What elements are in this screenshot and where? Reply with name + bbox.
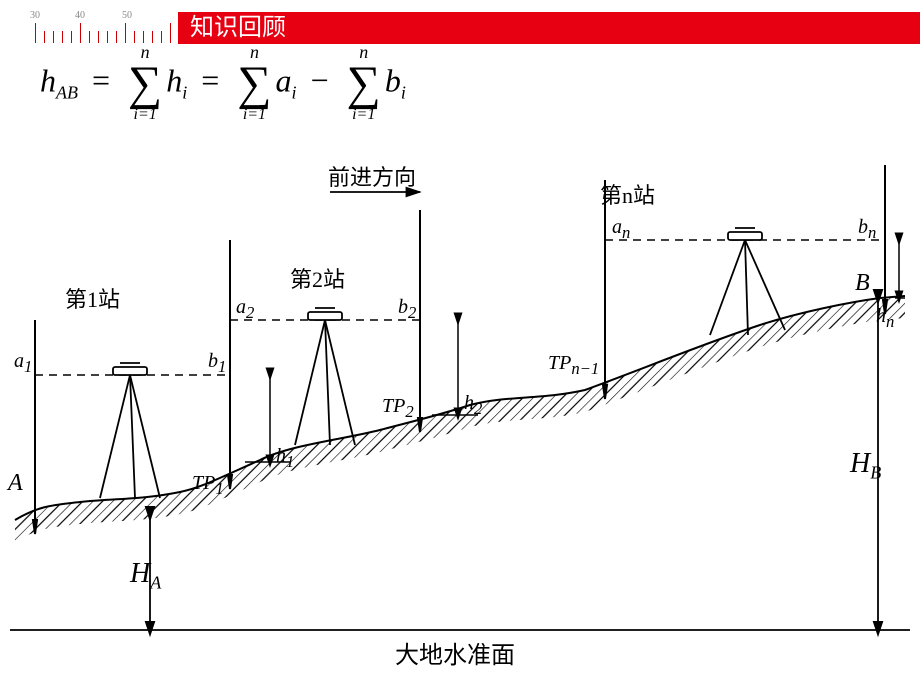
ground-hatch: [15, 296, 905, 542]
direction-label: 前进方向: [328, 160, 416, 192]
sight-lines: [35, 240, 885, 375]
tpn1-label: TPn−1: [548, 352, 599, 379]
tp1-label: TP1: [192, 472, 224, 499]
point-B: B: [855, 270, 870, 297]
a2-label: a2: [236, 296, 254, 323]
point-A: A: [8, 470, 23, 497]
station-1-label: 第1站: [65, 282, 120, 314]
level-station-1: [100, 363, 160, 498]
level-station-n: [710, 228, 785, 335]
station-n-label: 第n站: [600, 178, 655, 210]
station-2-label: 第2站: [290, 262, 345, 294]
datum-label: 大地水准面: [395, 635, 515, 670]
h1-label: h1: [276, 445, 294, 472]
HA-label: HA: [130, 558, 161, 594]
hn-label: hn: [876, 305, 894, 332]
h2-label: h2: [464, 392, 482, 419]
b1-label: b1: [208, 350, 226, 377]
an-label: an: [612, 216, 630, 243]
level-station-2: [295, 308, 355, 445]
HB-label: HB: [850, 448, 881, 484]
a1-label: a1: [14, 350, 32, 377]
bn-label: bn: [858, 216, 876, 243]
tp2-label: TP2: [382, 395, 414, 422]
b2-label: b2: [398, 296, 416, 323]
